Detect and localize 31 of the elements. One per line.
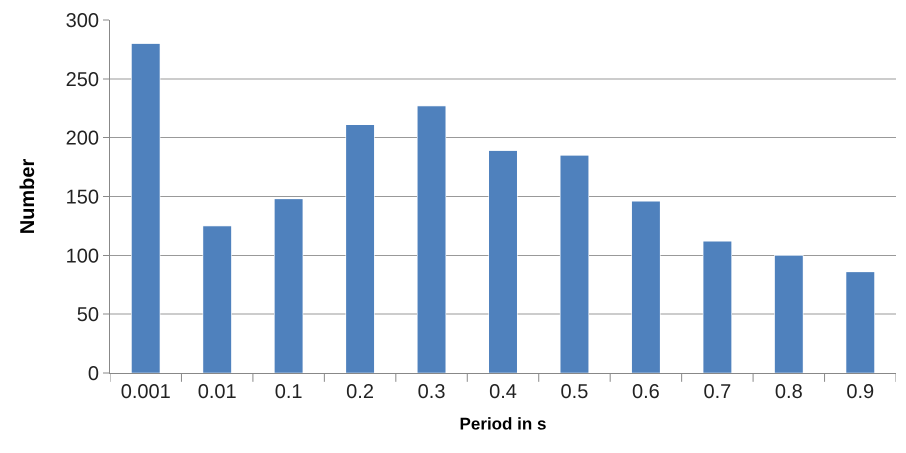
x-tick-label: 0.9: [846, 381, 874, 403]
bar: [846, 272, 875, 373]
bar: [416, 106, 446, 373]
x-axis-title: Period in s: [460, 414, 546, 434]
x-tick-label: 0.4: [489, 381, 517, 403]
y-tick-label: 200: [66, 128, 99, 150]
bar: [131, 43, 160, 373]
bar: [560, 155, 590, 373]
x-tick-label: 0.6: [632, 381, 660, 403]
y-tick-label: 50: [76, 304, 99, 326]
x-tick-label: 0.5: [560, 381, 588, 403]
x-tick-label: 0.3: [418, 381, 446, 403]
x-tick-label: 0.01: [198, 381, 237, 403]
x-tick-label: 0.8: [774, 381, 803, 403]
bar: [488, 150, 518, 373]
bar: [631, 200, 660, 373]
bar: [774, 255, 804, 373]
y-tick-label: 150: [66, 186, 99, 208]
x-tick-label: 0.2: [346, 381, 374, 403]
bar: [202, 226, 232, 373]
bar: [274, 198, 304, 373]
bar: [346, 124, 375, 373]
x-tick-label: 0.1: [274, 381, 303, 403]
y-tick-label: 0: [88, 363, 99, 385]
y-tick-label: 300: [66, 10, 99, 32]
y-axis-title: Number: [17, 158, 40, 234]
x-tick-label: 0.7: [703, 381, 732, 403]
bar: [702, 240, 732, 373]
y-tick-label: 250: [66, 68, 99, 91]
x-tick-label: 0.001: [120, 381, 171, 403]
y-tick-label: 100: [66, 245, 99, 268]
